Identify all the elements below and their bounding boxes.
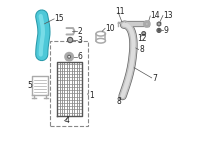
Bar [50,41,88,126]
Text: 5: 5 [27,81,32,90]
Text: 11: 11 [115,7,125,16]
Text: 8: 8 [139,45,144,54]
Text: 14: 14 [151,11,160,20]
Circle shape [158,30,160,31]
Text: 6: 6 [77,52,82,61]
Text: 1: 1 [89,91,94,100]
Text: 3: 3 [77,36,82,45]
Ellipse shape [96,38,105,43]
Text: 4: 4 [65,116,70,125]
Circle shape [68,37,73,43]
Polygon shape [157,22,161,26]
Text: 7: 7 [152,74,157,83]
Text: 9: 9 [164,26,169,35]
Text: 10: 10 [106,24,115,33]
Text: 12: 12 [137,34,147,43]
Text: 15: 15 [55,14,64,23]
Text: 8: 8 [117,97,121,106]
Circle shape [142,32,146,35]
Circle shape [157,28,161,32]
Text: 13: 13 [163,11,173,20]
Text: 2: 2 [77,27,82,36]
